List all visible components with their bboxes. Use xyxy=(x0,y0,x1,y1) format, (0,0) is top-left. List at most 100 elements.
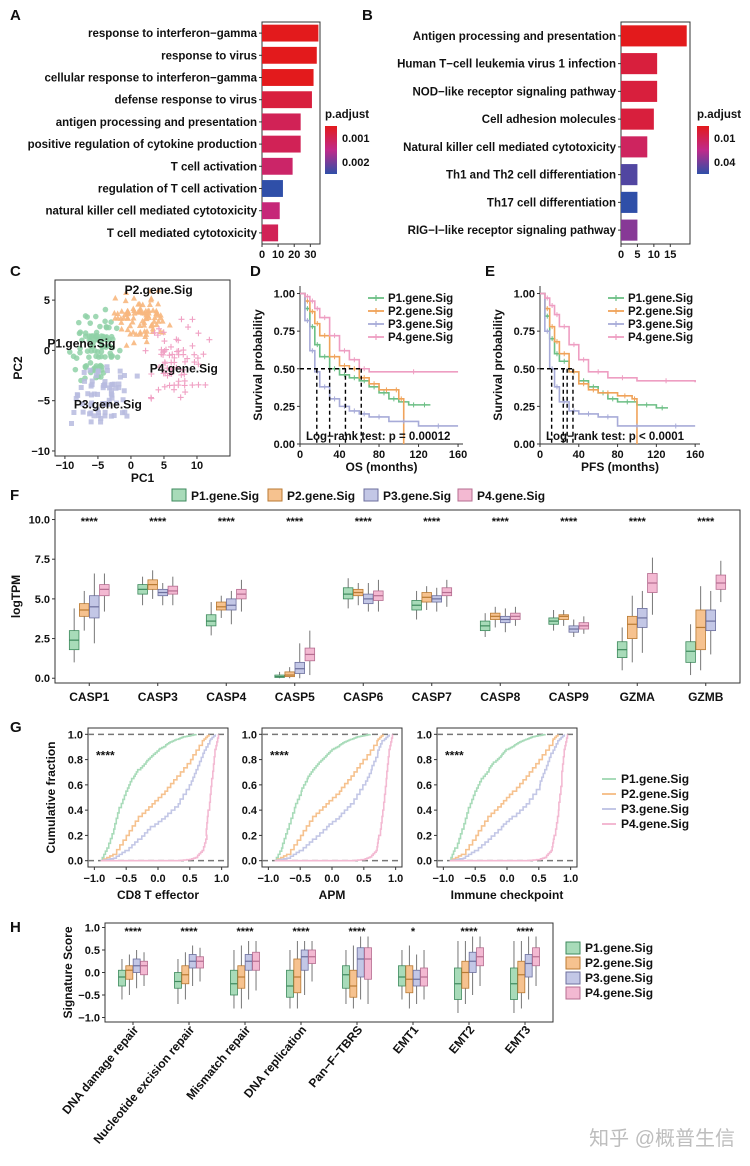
censor-mark xyxy=(605,390,611,396)
bar xyxy=(262,157,293,175)
point xyxy=(143,311,150,318)
point xyxy=(178,371,185,378)
point xyxy=(113,385,119,391)
censor-mark xyxy=(304,306,310,312)
legend-label: P1.gene.Sig xyxy=(388,293,453,305)
tick-label: −10 xyxy=(31,446,50,458)
point xyxy=(181,371,188,378)
point xyxy=(109,395,115,401)
plot-frame xyxy=(54,279,231,457)
tick-label: 15 xyxy=(664,249,676,261)
censor-mark xyxy=(351,408,357,414)
box xyxy=(356,947,365,978)
point xyxy=(91,413,97,419)
point xyxy=(159,317,166,324)
box xyxy=(705,609,716,632)
point xyxy=(109,353,116,359)
legend-swatch xyxy=(171,488,187,502)
bar xyxy=(262,180,283,197)
point xyxy=(121,311,128,318)
box xyxy=(524,954,533,978)
legend-gradient xyxy=(697,126,709,174)
point xyxy=(106,343,113,349)
tick-label: −1.0 xyxy=(78,1013,100,1025)
category-label: response to virus xyxy=(161,50,257,62)
censor-mark xyxy=(571,369,577,375)
point xyxy=(89,378,95,384)
bar xyxy=(262,46,317,64)
point xyxy=(95,391,101,397)
point xyxy=(81,369,87,375)
censor-mark xyxy=(309,309,315,315)
category-label: regulation of T cell activation xyxy=(98,184,257,196)
panel-label: C xyxy=(10,263,21,280)
censor-mark xyxy=(361,375,367,381)
point xyxy=(77,349,83,356)
tick-label: 1.0 xyxy=(68,729,83,741)
cdf-subplot: **** −1.0 −0.5 0.0 0.5 1.0 CD8 T effector 0.0 0.… xyxy=(68,727,229,902)
tick-label: −0.5 xyxy=(289,873,311,885)
legend-label: P4.gene.Sig xyxy=(477,489,545,503)
point xyxy=(200,351,207,358)
tick-label: 0.0 xyxy=(499,873,514,885)
point xyxy=(143,328,150,334)
censor-mark xyxy=(304,294,310,300)
point xyxy=(97,323,103,330)
censor-mark xyxy=(393,387,399,393)
panel-label: D xyxy=(250,263,261,280)
legend-marker xyxy=(373,334,379,340)
point xyxy=(161,383,168,390)
box xyxy=(685,641,696,663)
bar xyxy=(621,108,654,130)
censor-mark xyxy=(549,303,555,309)
point xyxy=(151,314,158,321)
point xyxy=(142,347,149,354)
tick-label: 1.0 xyxy=(242,729,257,741)
tick-label: 0.75 xyxy=(514,326,535,338)
legend-label: P1.gene.Sig xyxy=(628,293,693,305)
category-label: RIG−I−like receptor signaling pathway xyxy=(408,225,617,237)
point xyxy=(114,354,121,360)
censor-mark xyxy=(314,342,320,348)
point xyxy=(206,336,213,343)
tick-label: −1.0 xyxy=(258,873,280,885)
legend-label: P1.gene.Sig xyxy=(585,941,653,955)
category-label: Nucleotide excision repair xyxy=(91,1023,198,1147)
box xyxy=(294,661,305,674)
category-label: EMT3 xyxy=(502,1023,534,1057)
bar xyxy=(262,91,312,109)
censor-mark xyxy=(590,387,596,393)
legend-marker xyxy=(613,295,619,301)
category-label: Cell adhesion molecules xyxy=(482,114,616,126)
point xyxy=(70,353,77,360)
box xyxy=(461,960,470,989)
category-label: CASP5 xyxy=(275,690,315,704)
point xyxy=(182,389,189,396)
legend-label: P3.gene.Sig xyxy=(585,971,653,985)
point xyxy=(185,324,192,331)
point xyxy=(178,316,185,323)
censor-mark xyxy=(351,357,357,363)
point xyxy=(166,321,173,328)
censor-mark xyxy=(411,369,417,375)
tick-label: 1.0 xyxy=(214,873,229,885)
point xyxy=(109,336,116,343)
legend-swatch xyxy=(565,986,581,1000)
point xyxy=(77,345,83,352)
category-label: CASP7 xyxy=(412,690,452,704)
point xyxy=(154,332,161,339)
point xyxy=(83,363,90,369)
legend-label: P3.gene.Sig xyxy=(388,319,453,331)
point xyxy=(82,378,88,384)
point xyxy=(120,397,126,403)
y-axis-label: Signature Score xyxy=(61,926,75,1018)
y-axis-label: PC2 xyxy=(11,356,25,380)
point xyxy=(166,352,173,359)
point xyxy=(134,373,140,379)
box xyxy=(196,956,204,969)
point xyxy=(175,337,182,344)
point xyxy=(102,413,108,419)
point xyxy=(108,391,114,397)
box xyxy=(300,949,309,971)
cdf-curve xyxy=(100,734,220,862)
